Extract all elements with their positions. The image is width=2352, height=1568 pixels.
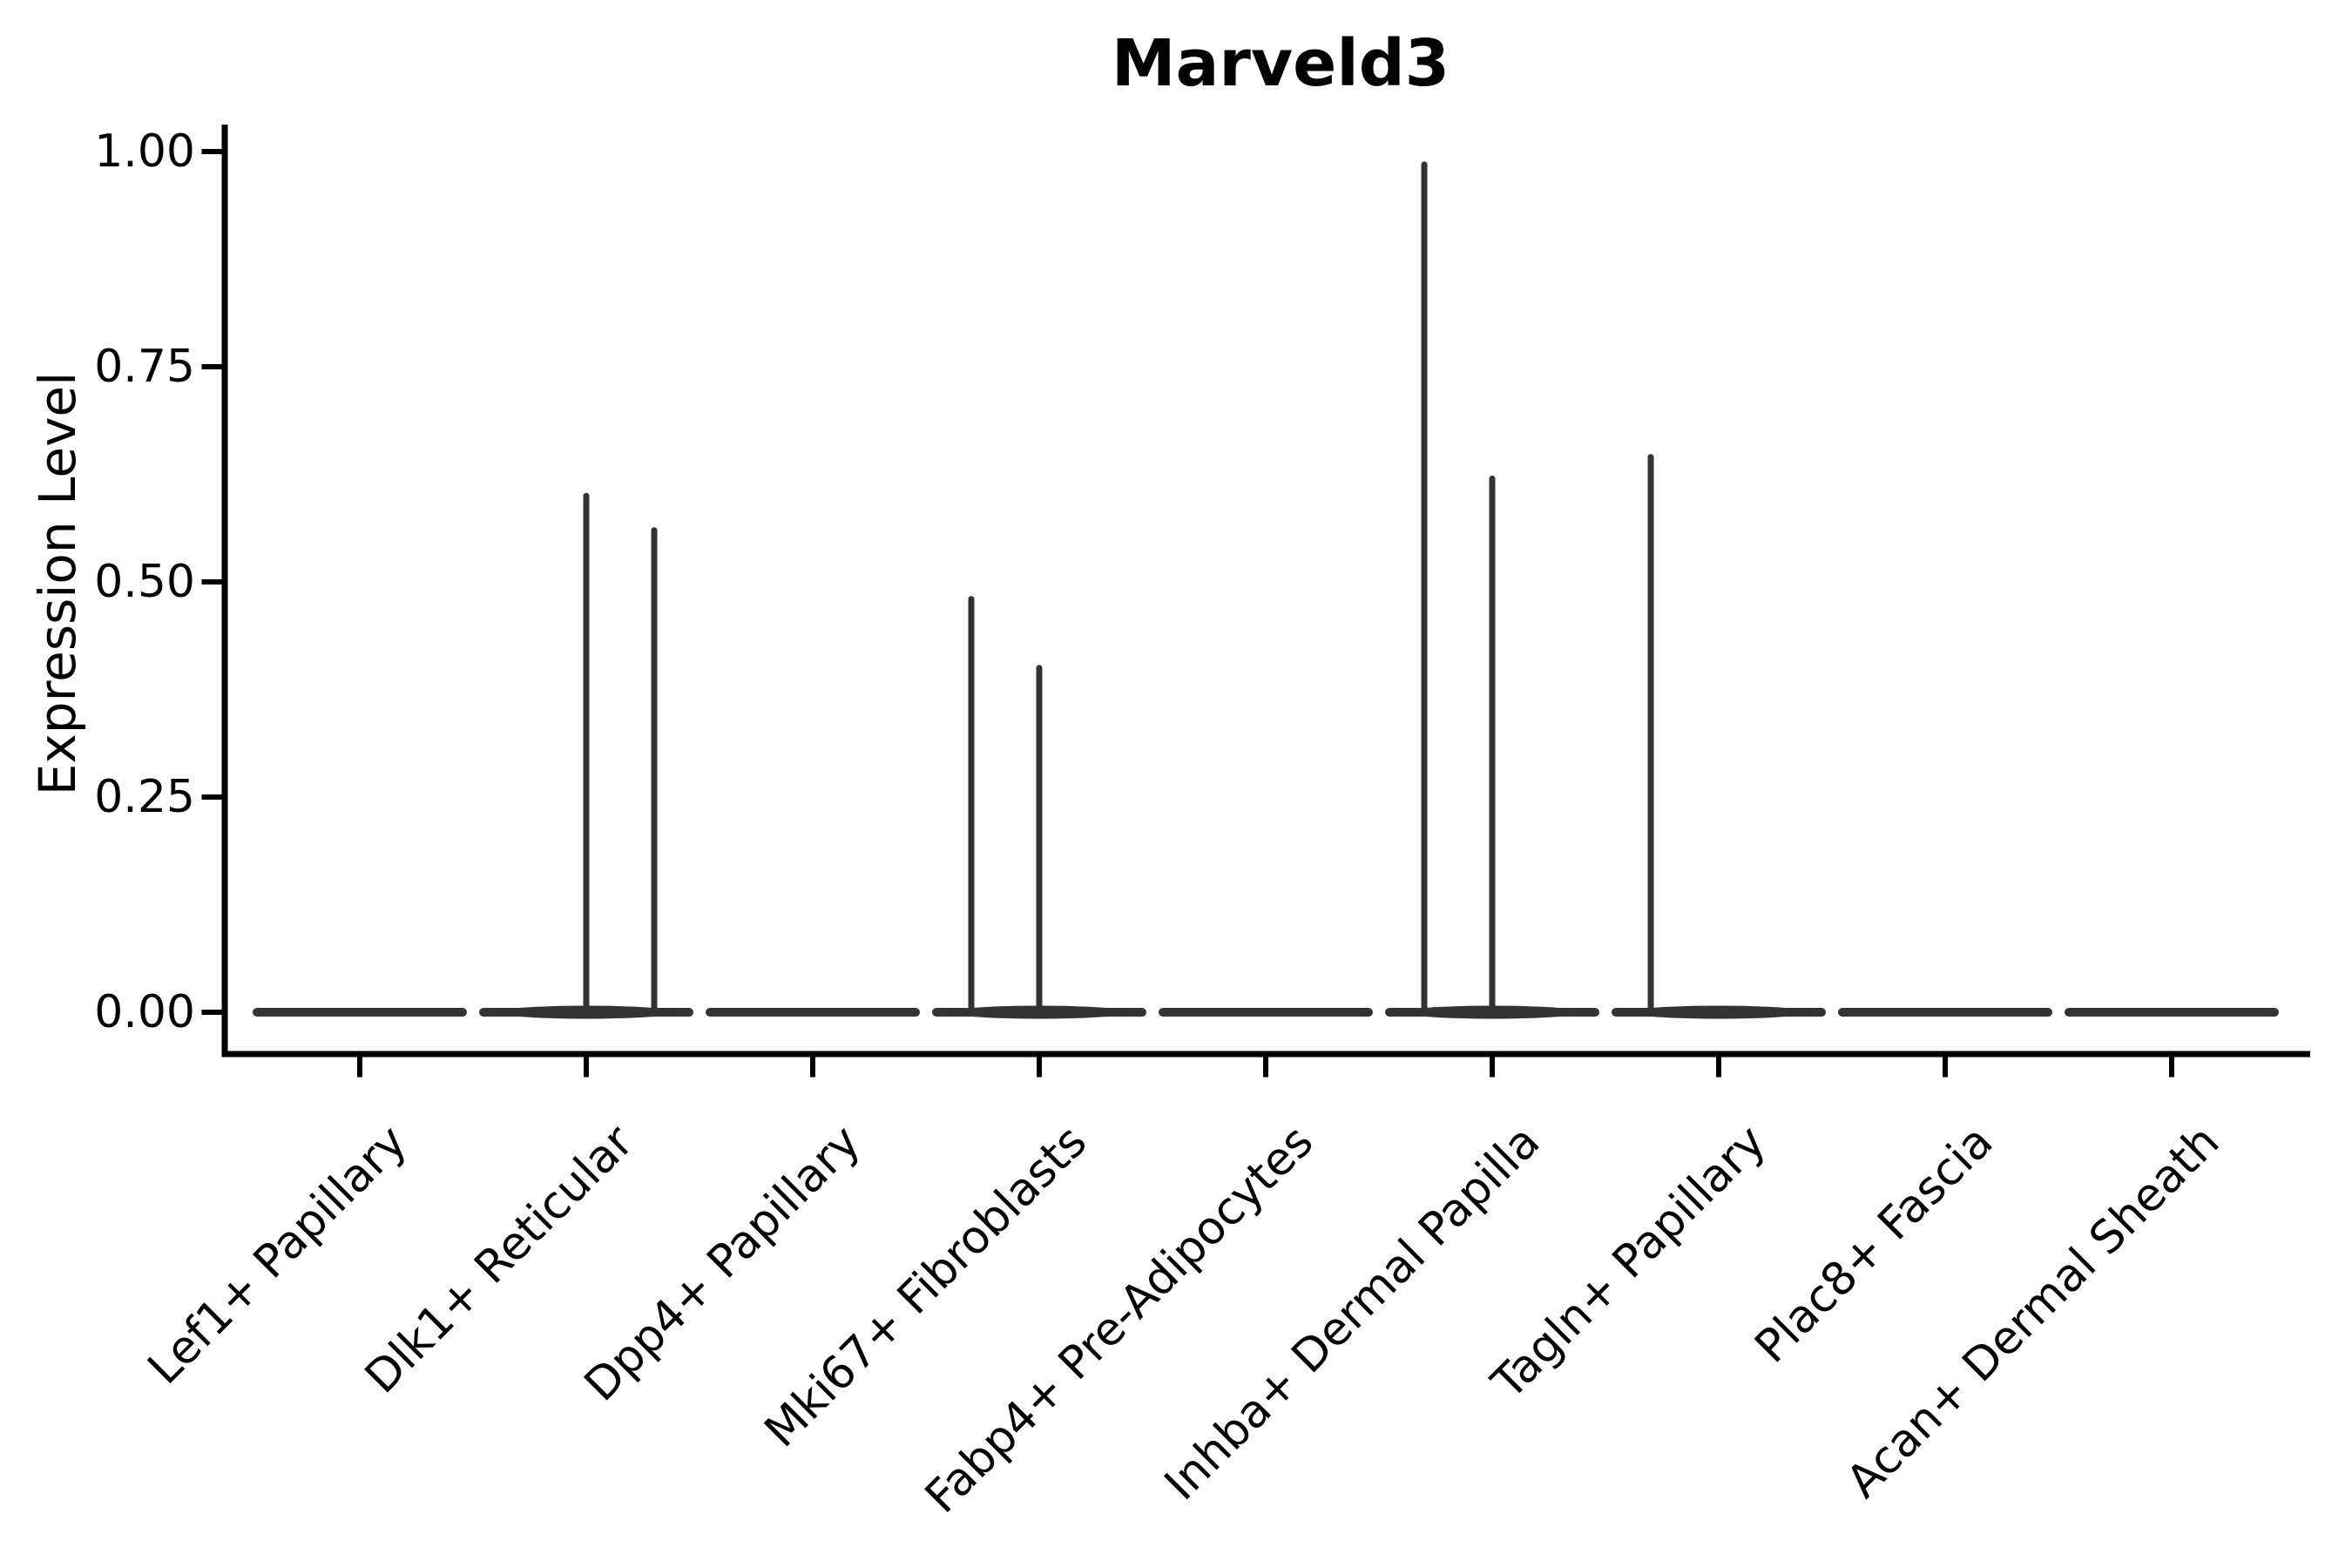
x-tick-fabp4-pre-adipocytes xyxy=(1263,1057,1268,1078)
x-tick-acan-dermal-sheath xyxy=(2169,1057,2174,1078)
y-axis-spine xyxy=(221,125,228,1058)
y-tick-label-0.00: 0.00 xyxy=(94,986,195,1038)
x-tick-tagln-papillary xyxy=(1716,1057,1721,1078)
y-tick-1.00 xyxy=(201,149,222,154)
violin-body-tagln-papillary xyxy=(1628,1005,1809,1019)
y-tick-0.50 xyxy=(201,579,222,585)
y-tick-0.00 xyxy=(201,1010,222,1015)
y-tick-0.75 xyxy=(201,364,222,369)
y-tick-label-0.50: 0.50 xyxy=(94,556,195,608)
x-tick-mki67-fibroblasts xyxy=(1037,1057,1042,1078)
x-axis-spine xyxy=(221,1051,2310,1058)
x-tick-dpp4-papillary xyxy=(810,1057,815,1078)
x-tick-plac8-fascia xyxy=(1943,1057,1948,1078)
y-tick-label-0.25: 0.25 xyxy=(94,771,195,823)
y-tick-0.25 xyxy=(201,794,222,800)
x-tick-lef1-papillary xyxy=(357,1057,362,1078)
x-tick-dlk1-reticular xyxy=(584,1057,589,1078)
x-tick-inhba-dermal-papilla xyxy=(1490,1057,1495,1078)
y-tick-label-1.00: 1.00 xyxy=(94,125,195,178)
chart-title: Marveld3 xyxy=(1111,26,1450,101)
y-tick-label-0.75: 0.75 xyxy=(94,341,195,393)
